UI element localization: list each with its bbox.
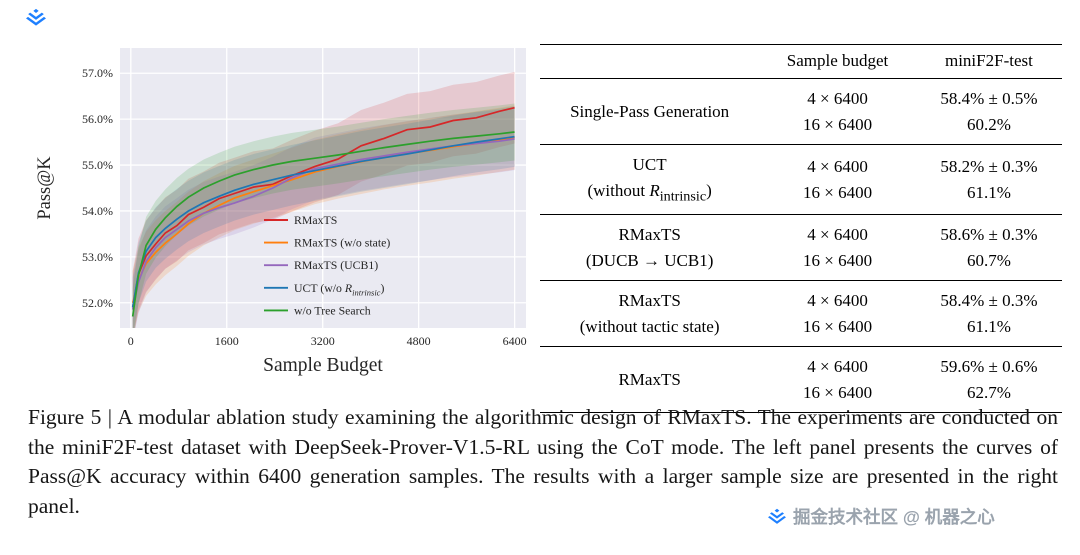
y-axis-label: Pass@K bbox=[35, 156, 55, 220]
series-line bbox=[131, 106, 515, 308]
row-result: 59.6% ± 0.6% 62.7% bbox=[940, 357, 1038, 402]
legend-item: w/o Tree Search bbox=[264, 303, 371, 317]
row-label: UCT (without Rintrinsic) bbox=[587, 155, 712, 204]
series-line bbox=[131, 131, 515, 317]
figure-caption: Figure 5 | A modular ablation study exam… bbox=[28, 405, 1058, 518]
legend-label: UCT (w/o Rintrinsic) bbox=[294, 281, 384, 298]
svg-text:1600: 1600 bbox=[215, 334, 239, 348]
svg-text:54.0%: 54.0% bbox=[82, 204, 113, 218]
row-result: 58.4% ± 0.5% 60.2% bbox=[940, 89, 1038, 134]
row-label: RMaxTS bbox=[618, 369, 681, 389]
confidence-band bbox=[132, 105, 515, 328]
row-sample-budget: 4 × 6400 16 × 6400 bbox=[802, 157, 873, 202]
svg-text:3200: 3200 bbox=[311, 334, 335, 348]
svg-text:55.0%: 55.0% bbox=[82, 158, 113, 172]
row-label: Single-Pass Generation bbox=[570, 101, 730, 121]
svg-text:52.0%: 52.0% bbox=[82, 296, 113, 310]
table-header-row: Sample budget miniF2F-test bbox=[540, 44, 1062, 79]
row-sample-budget: 4 × 6400 16 × 6400 bbox=[802, 225, 873, 270]
confidence-band bbox=[132, 107, 515, 328]
passk-chart-panel: 52.0% 53.0% 54.0% 55.0% 56.0% 57.0% 0 1600 3200 4… bbox=[34, 28, 544, 384]
data-layer bbox=[131, 71, 515, 328]
chart-legend: RMaxTS RMaxTS (w/o state) RMaxTS (UCB1) UCT… bbox=[264, 213, 390, 317]
passk-line-chart: 52.0% 53.0% 54.0% 55.0% 56.0% 57.0% 0 1600 3200 4… bbox=[35, 48, 527, 376]
row-result: 58.4% ± 0.3% 61.1% bbox=[940, 291, 1038, 336]
row-label: RMaxTS (DUCB → UCB1) bbox=[585, 225, 714, 270]
table-header-sample-budget: Sample budget bbox=[759, 44, 916, 79]
confidence-band bbox=[132, 106, 515, 328]
table-row: Single-Pass Generation 4 × 6400 16 × 6400 5… bbox=[540, 79, 1062, 145]
ablation-table-body: Single-Pass Generation 4 × 6400 16 × 6400 5… bbox=[540, 79, 1062, 413]
svg-text:53.0%: 53.0% bbox=[82, 250, 113, 264]
watermark-text: 掘金技术社区 @ 机器之心 bbox=[793, 507, 995, 527]
svg-text:57.0%: 57.0% bbox=[82, 66, 113, 80]
table-row: UCT (without Rintrinsic) 4 × 6400 16 × 6400… bbox=[540, 144, 1062, 215]
row-sample-budget: 4 × 6400 16 × 6400 bbox=[802, 357, 873, 402]
row-result: 58.2% ± 0.3% 61.1% bbox=[940, 157, 1038, 202]
svg-text:0: 0 bbox=[128, 334, 134, 348]
svg-text:4800: 4800 bbox=[407, 334, 431, 348]
table-row: RMaxTS (DUCB → UCB1) 4 × 6400 16 × 6400 58.6… bbox=[540, 214, 1062, 281]
x-axis-label: Sample Budget bbox=[263, 355, 383, 376]
watermark-logo-icon bbox=[768, 508, 786, 526]
table-row: RMaxTS (without tactic state) 4 × 6400 16 ×… bbox=[540, 280, 1062, 347]
legend-label: w/o Tree Search bbox=[294, 303, 371, 317]
legend-item: UCT (w/o Rintrinsic) bbox=[264, 281, 384, 298]
row-result: 58.6% ± 0.3% 60.7% bbox=[940, 225, 1038, 270]
legend-item: RMaxTS (UCB1) bbox=[264, 258, 378, 272]
table-row: RMaxTS 4 × 6400 16 × 6400 59.6% ± 0.6% 62.7% bbox=[540, 346, 1062, 413]
svg-text:56.0%: 56.0% bbox=[82, 112, 113, 126]
tick-labels: 52.0% 53.0% 54.0% 55.0% 56.0% 57.0% 0 1600 3200 4… bbox=[82, 66, 527, 348]
table-header-minif2f-test: miniF2F-test bbox=[915, 44, 1062, 79]
ablation-table: Sample budget miniF2F-test Single-Pass G… bbox=[540, 44, 1062, 414]
row-label: RMaxTS (without tactic state) bbox=[579, 291, 720, 336]
watermark: 掘金技术社区 @ 机器之心 bbox=[768, 504, 995, 529]
legend-label: RMaxTS (UCB1) bbox=[294, 258, 378, 272]
legend-item: RMaxTS (w/o state) bbox=[264, 236, 390, 250]
confidence-band bbox=[132, 71, 515, 328]
row-sample-budget: 4 × 6400 16 × 6400 bbox=[802, 89, 873, 134]
legend-label: RMaxTS bbox=[294, 213, 337, 227]
ablation-table-panel: Sample budget miniF2F-test Single-Pass G… bbox=[540, 44, 1062, 414]
svg-text:6400: 6400 bbox=[503, 334, 527, 348]
row-sample-budget: 4 × 6400 16 × 6400 bbox=[802, 291, 873, 336]
confidence-band bbox=[132, 103, 515, 328]
table-header-blank bbox=[540, 44, 760, 79]
juejin-logo-icon bbox=[26, 8, 46, 28]
series-line bbox=[131, 135, 515, 308]
legend-item: RMaxTS bbox=[264, 213, 337, 227]
legend-label: RMaxTS (w/o state) bbox=[294, 236, 390, 250]
